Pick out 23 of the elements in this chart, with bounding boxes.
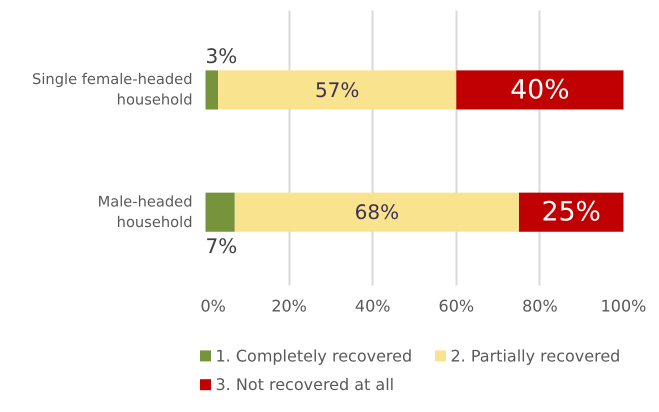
data-label: 40% <box>510 74 570 106</box>
data-label: 57% <box>314 78 360 102</box>
bar <box>519 192 624 232</box>
legend-label: 3. Not recovered at all <box>216 375 394 394</box>
bar <box>456 70 624 110</box>
data-label: 68% <box>354 200 400 224</box>
bar <box>206 70 218 110</box>
data-label: 7% <box>206 234 238 258</box>
x-tick-label: 80% <box>522 296 558 316</box>
legend-label: 2. Partially recovered <box>450 346 620 366</box>
y-tick-label: Single female-headed household <box>32 71 193 109</box>
bar <box>206 192 235 232</box>
data-label: 3% <box>206 44 238 68</box>
bar <box>218 70 456 110</box>
x-tick-label: 60% <box>438 296 474 316</box>
x-tick-label: 100% <box>600 296 646 316</box>
x-tick-label: 0% <box>200 296 226 316</box>
x-tick-label: 40% <box>354 296 390 316</box>
bar <box>234 192 519 232</box>
legend-label: 1. Completely recovered <box>216 346 412 366</box>
x-tick-label: 20% <box>271 296 307 316</box>
y-tick-label: Male-headed household <box>98 193 193 231</box>
data-label: 25% <box>542 196 601 228</box>
